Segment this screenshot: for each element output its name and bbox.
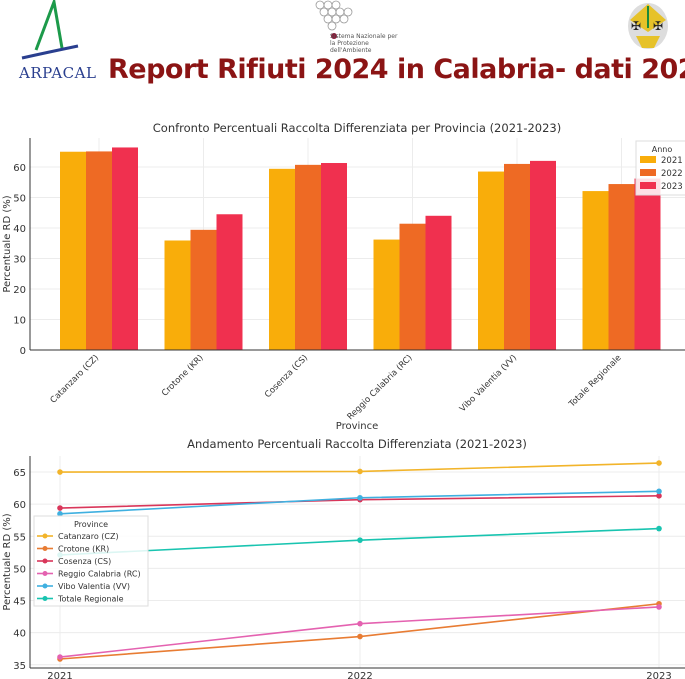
- bar-2022-2: [295, 164, 321, 350]
- snpa-logo-icon: [315, 0, 353, 39]
- line-ytick-label: 45: [13, 597, 26, 608]
- line-point-4-0: [57, 511, 63, 517]
- bar-ytick-label: 50: [13, 193, 26, 204]
- line-point-1-1: [357, 633, 363, 640]
- bar-2022-4: [504, 163, 530, 350]
- line-xtick-label: 2021: [47, 671, 72, 679]
- line-legend-label: Cosenza (CS): [58, 557, 111, 566]
- line-legend-marker: [42, 558, 48, 564]
- line-point-2-2: [656, 493, 662, 499]
- line-ytick-label: 35: [13, 661, 26, 672]
- bar-legend-swatch: [640, 182, 656, 189]
- line-legend-marker: [42, 533, 48, 539]
- line-legend-label: Reggio Calabria (RC): [58, 570, 141, 579]
- bar-2021-0: [60, 151, 86, 350]
- bar-legend-label: 2022: [661, 169, 683, 179]
- line-point-3-0: [57, 654, 63, 660]
- bar-2022-0: [86, 151, 112, 350]
- arpacal-logo-icon: [21, 0, 79, 60]
- bar-legend-swatch: [640, 169, 656, 176]
- line-ytick-label: 40: [13, 629, 26, 640]
- bar-legend-title: Anno: [652, 145, 673, 154]
- line-legend-label: Totale Regionale: [57, 595, 124, 604]
- line-ytick-label: 55: [13, 532, 26, 543]
- calabria-coat-of-arms-icon: ✠ ✠: [628, 3, 668, 49]
- line-chart-title: Andamento Percentuali Raccolta Differenz…: [187, 437, 527, 451]
- bar-2023-1: [216, 214, 243, 350]
- bar-xtick-label: Vibo Valentia (VV): [458, 353, 519, 414]
- arpacal-logo-text: ARPACAL: [19, 64, 97, 82]
- report-title: Report Rifiuti 2024 in Calabria- dati 20…: [108, 54, 685, 85]
- bar-legend-label: 2021: [661, 156, 683, 166]
- bar-2022-5: [608, 184, 635, 350]
- bar-2021-3: [373, 239, 400, 350]
- line-legend-marker: [42, 571, 48, 576]
- bar-2022-3: [399, 223, 426, 350]
- line-point-5-2: [656, 525, 662, 532]
- svg-text:✠: ✠: [653, 19, 663, 33]
- line-legend-label: Vibo Valentia (VV): [58, 582, 130, 591]
- bar-ytick-label: 20: [13, 285, 26, 296]
- bar-x-axis-label: Province: [336, 421, 379, 432]
- line-point-5-1: [357, 537, 363, 543]
- bar-xtick-label: Totale Regionale: [567, 353, 624, 410]
- bar-legend-label: 2023: [661, 182, 683, 192]
- line-point-4-1: [357, 494, 363, 501]
- line-legend-marker: [42, 546, 48, 551]
- line-point-0-2: [656, 460, 662, 466]
- line-ytick-label: 60: [13, 500, 26, 511]
- line-xtick-label: 2022: [347, 671, 372, 679]
- bar-2021-4: [478, 171, 504, 350]
- bar-ytick-label: 10: [13, 315, 26, 326]
- line-legend-marker: [42, 583, 48, 589]
- line-point-0-1: [357, 468, 363, 475]
- svg-text:✠: ✠: [631, 19, 641, 33]
- line-point-2-0: [57, 505, 63, 511]
- bar-y-axis-label: Percentuale RD (%): [2, 195, 13, 292]
- bar-2021-5: [582, 191, 609, 350]
- bar-ytick-label: 40: [13, 224, 26, 235]
- line-legend-marker: [42, 596, 48, 601]
- bar-xtick-label: Reggio Calabria (RC): [346, 353, 415, 422]
- bar-2023-5: [634, 178, 661, 350]
- bar-xtick-label: Cosenza (CS): [263, 353, 310, 400]
- line-xtick-label: 2023: [646, 671, 671, 679]
- bar-xtick-label: Catanzaro (CZ): [49, 353, 102, 406]
- line-legend-title: Province: [74, 520, 108, 529]
- line-point-3-2: [656, 604, 662, 610]
- bar-xtick-label: Crotone (KR): [160, 353, 206, 399]
- bar-2022-1: [190, 229, 217, 350]
- bar-2021-1: [164, 240, 191, 350]
- bar-2023-4: [530, 160, 556, 350]
- line-legend-label: Crotone (KR): [58, 545, 109, 554]
- line-point-4-2: [656, 488, 662, 495]
- bar-2023-0: [112, 147, 138, 350]
- bar-chart-title: Confronto Percentuali Raccolta Differenz…: [153, 121, 561, 135]
- bar-ytick-label: 60: [13, 163, 26, 174]
- bar-ytick-label: 0: [20, 346, 26, 357]
- snpa-logo-text: Sistema Nazionale per la Protezione dell…: [330, 33, 398, 54]
- line-point-0-0: [57, 469, 63, 475]
- line-legend-label: Catanzaro (CZ): [58, 532, 119, 541]
- bar-legend-swatch: [640, 156, 656, 163]
- line-point-3-1: [357, 620, 363, 627]
- line-ytick-label: 50: [13, 564, 26, 575]
- bar-2023-3: [425, 215, 452, 350]
- bar-2023-2: [321, 163, 347, 350]
- line-ytick-label: 65: [13, 468, 26, 479]
- bar-2021-2: [269, 168, 295, 350]
- line-y-axis-label: Percentuale RD (%): [2, 513, 13, 610]
- bar-ytick-label: 30: [13, 254, 26, 265]
